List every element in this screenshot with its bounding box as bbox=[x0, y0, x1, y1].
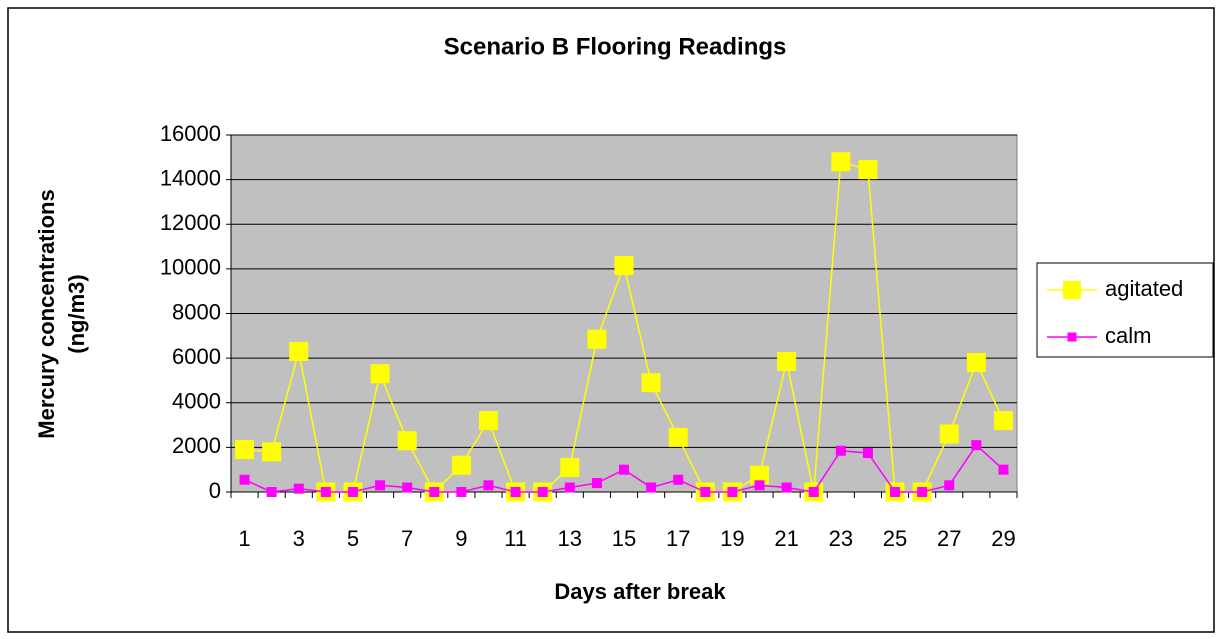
x-tick-label: 1 bbox=[238, 526, 250, 551]
marker bbox=[537, 487, 548, 497]
x-tick-label: 9 bbox=[455, 526, 467, 551]
marker bbox=[808, 487, 819, 497]
y-tick-label: 8000 bbox=[172, 299, 221, 324]
legend-label: agitated bbox=[1105, 276, 1183, 301]
marker bbox=[917, 487, 928, 497]
marker bbox=[700, 487, 711, 497]
legend-marker bbox=[1067, 332, 1077, 342]
x-tick-label: 7 bbox=[401, 526, 413, 551]
marker bbox=[673, 474, 684, 485]
marker bbox=[456, 487, 467, 497]
marker bbox=[451, 455, 471, 475]
marker bbox=[591, 478, 602, 489]
y-tick-label: 4000 bbox=[172, 389, 221, 414]
marker bbox=[777, 351, 797, 371]
marker bbox=[641, 373, 661, 393]
marker bbox=[289, 341, 309, 361]
marker bbox=[560, 457, 580, 477]
marker bbox=[239, 474, 250, 485]
marker bbox=[966, 353, 986, 373]
marker bbox=[858, 160, 878, 180]
marker bbox=[998, 464, 1009, 475]
legend-marker bbox=[1063, 281, 1081, 299]
marker bbox=[510, 487, 521, 497]
y-tick-label: 14000 bbox=[160, 165, 221, 190]
x-tick-label: 23 bbox=[829, 526, 853, 551]
marker bbox=[483, 480, 494, 491]
x-tick-label: 15 bbox=[612, 526, 636, 551]
y-tick-label: 0 bbox=[209, 478, 221, 503]
x-tick-label: 3 bbox=[293, 526, 305, 551]
marker bbox=[478, 411, 498, 431]
legend-label: calm bbox=[1105, 323, 1151, 348]
x-axis-label: Days after break bbox=[554, 579, 726, 604]
y-tick-label: 16000 bbox=[160, 121, 221, 146]
x-tick-label: 29 bbox=[991, 526, 1015, 551]
marker bbox=[944, 480, 955, 491]
y-tick-label: 6000 bbox=[172, 344, 221, 369]
marker bbox=[320, 487, 331, 497]
legend bbox=[1036, 262, 1214, 358]
marker bbox=[862, 447, 873, 458]
marker bbox=[668, 427, 688, 447]
y-tick-label: 2000 bbox=[172, 433, 221, 458]
marker bbox=[235, 440, 255, 460]
marker bbox=[402, 482, 413, 493]
marker bbox=[564, 482, 575, 493]
x-tick-label: 21 bbox=[774, 526, 798, 551]
y-axis-label: (ng/m3) bbox=[64, 274, 89, 353]
y-axis-label: Mercury concentrations bbox=[34, 189, 59, 438]
marker bbox=[375, 480, 386, 491]
marker bbox=[293, 483, 304, 494]
marker bbox=[754, 480, 765, 491]
y-tick-label: 10000 bbox=[160, 255, 221, 280]
x-tick-label: 11 bbox=[504, 526, 527, 551]
marker bbox=[781, 482, 792, 493]
marker bbox=[614, 256, 634, 276]
x-tick-label: 5 bbox=[347, 526, 359, 551]
x-tick-label: 27 bbox=[937, 526, 961, 551]
marker bbox=[619, 464, 629, 475]
x-tick-label: 25 bbox=[883, 526, 907, 551]
x-tick-label: 17 bbox=[666, 526, 690, 551]
marker bbox=[831, 152, 851, 172]
y-tick-label: 12000 bbox=[160, 210, 221, 235]
x-tick-label: 13 bbox=[558, 526, 582, 551]
marker bbox=[429, 487, 440, 497]
marker bbox=[971, 440, 982, 451]
marker bbox=[993, 411, 1013, 431]
marker bbox=[890, 487, 901, 497]
marker bbox=[397, 431, 417, 451]
x-tick-label: 19 bbox=[720, 526, 744, 551]
marker bbox=[262, 442, 282, 462]
marker bbox=[347, 487, 358, 497]
chart-title: Scenario B Flooring Readings bbox=[444, 33, 787, 60]
marker bbox=[266, 487, 277, 497]
marker bbox=[727, 487, 738, 497]
marker bbox=[646, 482, 657, 493]
marker bbox=[370, 364, 390, 384]
marker bbox=[835, 445, 846, 456]
marker bbox=[587, 329, 607, 349]
marker bbox=[939, 424, 959, 444]
